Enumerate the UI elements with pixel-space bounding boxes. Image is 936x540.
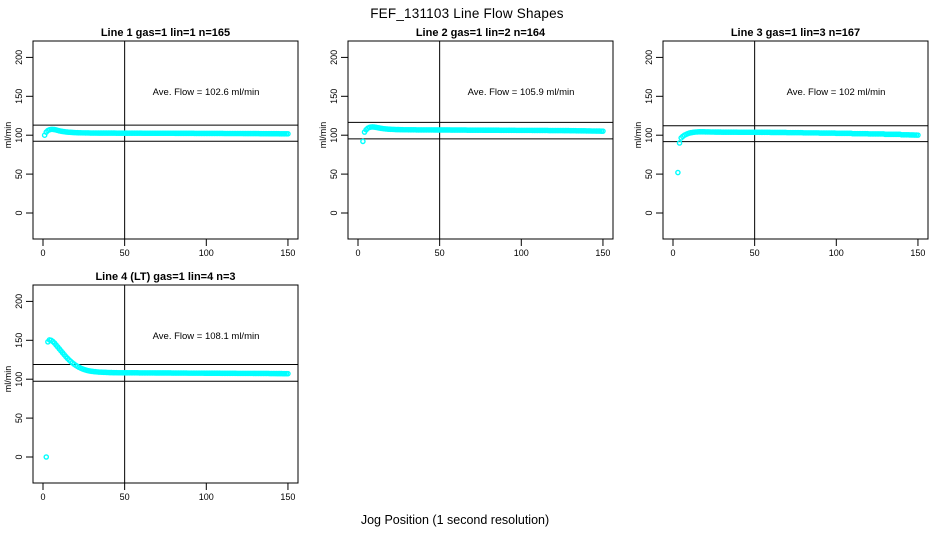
panels-group: 0 50 100 150 0 50 100 150 200 0 50 100 150 0 50 100 150 2…: [14, 40, 929, 502]
figure-x-axis-label: Jog Position (1 second resolution): [361, 513, 549, 527]
x-tick-label: 50: [120, 248, 130, 258]
x-tick-label: 100: [514, 248, 529, 258]
y-tick-label: 50: [644, 169, 654, 179]
panel-2-title: Line 2 gas=1 lin=2 n=164: [416, 27, 546, 39]
x-tick-label: 100: [199, 248, 214, 258]
y-tick-label: 150: [644, 89, 654, 104]
x-tick-label: 150: [595, 248, 610, 258]
y-tick-label: 200: [644, 50, 654, 65]
x-tick-label: 0: [355, 248, 360, 258]
data-point: [285, 130, 291, 137]
y-tick-label: 100: [329, 128, 339, 143]
panel-4-ave-flow-label: Ave. Flow = 108.1 ml/min: [153, 331, 260, 342]
x-tick-label: 50: [120, 492, 130, 502]
data-point: [600, 128, 606, 134]
y-tick-label: 100: [14, 128, 24, 143]
y-tick-label: 0: [329, 210, 339, 215]
y-tick-label: 150: [14, 89, 24, 104]
panel-4-y-axis-label: ml/min: [3, 366, 13, 393]
panel-4-title: Line 4 (LT) gas=1 lin=4 n=3: [95, 271, 235, 283]
data-point: [285, 370, 291, 377]
data-series: [360, 124, 606, 145]
outlier-point: [43, 454, 50, 460]
y-tick-label: 100: [14, 372, 24, 387]
y-tick-label: 50: [14, 413, 24, 423]
y-tick-label: 0: [14, 454, 24, 459]
y-tick-label: 50: [329, 169, 339, 179]
x-tick-label: 0: [670, 248, 675, 258]
panel-3-title: Line 3 gas=1 lin=3 n=167: [731, 27, 860, 39]
outlier-point: [676, 140, 683, 146]
y-tick-label: 100: [644, 128, 654, 143]
y-tick-label: 0: [14, 210, 24, 215]
y-tick-label: 0: [644, 210, 654, 215]
y-tick-label: 150: [14, 333, 24, 348]
plot-box: [32, 40, 299, 240]
x-tick-label: 150: [280, 248, 295, 258]
panel-3-ave-flow-label: Ave. Flow = 102 ml/min: [787, 87, 886, 98]
data-series: [43, 337, 291, 460]
x-tick-label: 50: [435, 248, 445, 258]
y-tick-label: 200: [14, 50, 24, 65]
panel-3-y-axis-label: ml/min: [633, 122, 643, 149]
data-point: [915, 132, 921, 138]
data-series: [41, 126, 291, 138]
panel-1-title: Line 1 gas=1 lin=1 n=165: [101, 27, 230, 39]
plot-box: [347, 40, 614, 240]
x-tick-label: 150: [280, 492, 295, 502]
x-tick-label: 0: [40, 248, 45, 258]
y-tick-label: 200: [14, 294, 24, 309]
panel-2-y-axis-label: ml/min: [318, 122, 328, 149]
panel-1: 0 50 100 150 0 50 100 150 200: [14, 40, 299, 258]
plot-box: [32, 284, 299, 484]
y-tick-label: 200: [329, 50, 339, 65]
panel-2-ave-flow-label: Ave. Flow = 105.9 ml/min: [468, 87, 575, 98]
panel-2: 0 50 100 150 0 50 100 150 200: [329, 40, 614, 258]
x-tick-label: 0: [40, 492, 45, 502]
outlier-point: [360, 138, 366, 145]
figure-title: FEF_131103 Line Flow Shapes: [370, 6, 564, 21]
data-series: [675, 129, 921, 176]
x-tick-label: 100: [199, 492, 214, 502]
x-tick-label: 100: [829, 248, 844, 258]
panel-1-y-axis-label: ml/min: [3, 122, 13, 149]
panel-3: 0 50 100 150 0 50 100 150 200: [644, 40, 929, 258]
y-tick-label: 150: [329, 89, 339, 104]
x-tick-label: 50: [750, 248, 760, 258]
x-tick-label: 150: [910, 248, 925, 258]
panel-1-ave-flow-label: Ave. Flow = 102.6 ml/min: [153, 87, 260, 98]
y-tick-label: 50: [14, 169, 24, 179]
panel-4: 0 50 100 150 0 50 100 150 200: [14, 284, 299, 502]
outlier-point: [675, 169, 681, 176]
plot-box: [662, 40, 929, 240]
